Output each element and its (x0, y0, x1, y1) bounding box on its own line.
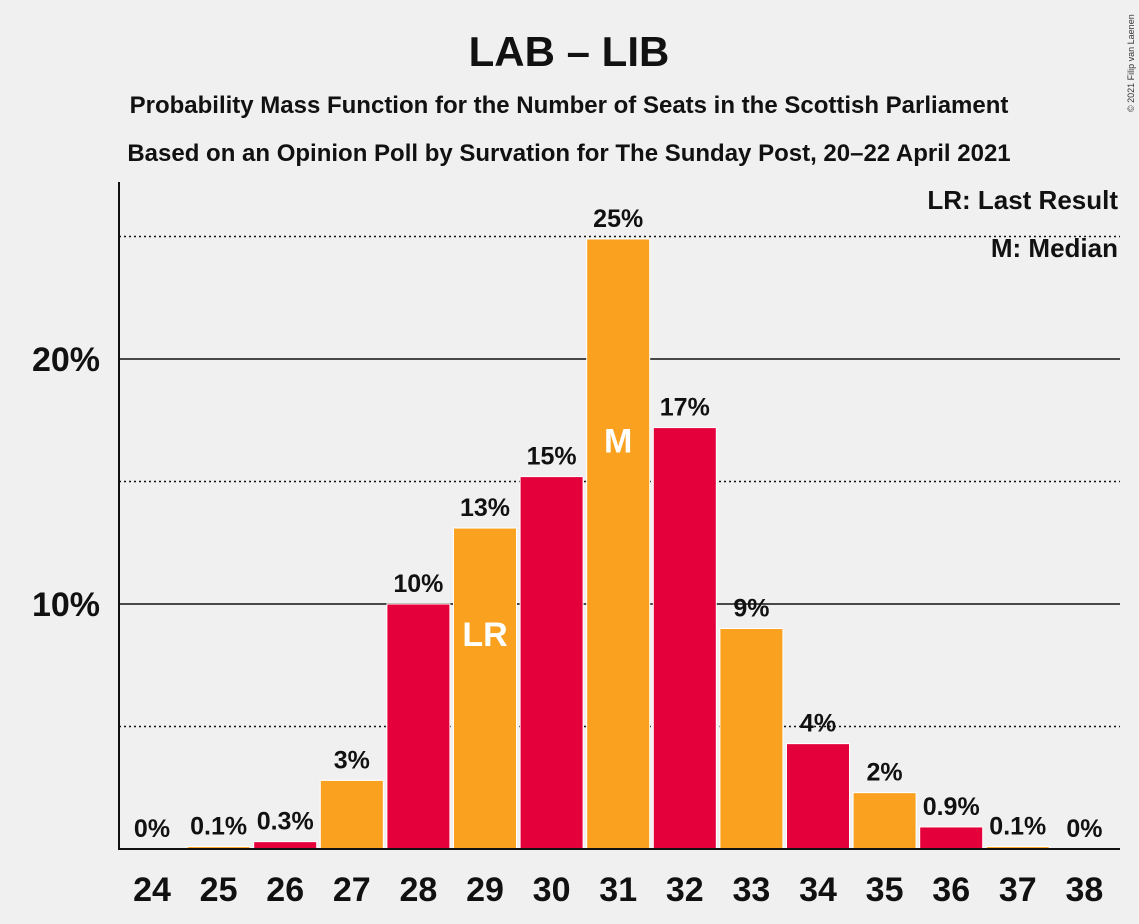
value-label-30: 15% (527, 443, 577, 471)
value-label-28: 10% (393, 570, 443, 598)
x-tick-33: 33 (732, 871, 770, 909)
x-tick-32: 32 (666, 871, 704, 909)
value-labels: 0% 0.1% 0.3% 3% 10% 13% LR 15% 25% M 17% 9% 4% 2% 0.9%… (134, 205, 1103, 843)
y-tick-label: 20% (32, 341, 100, 379)
value-label-31: 25% (593, 205, 643, 233)
bar-28 (386, 603, 451, 850)
bar-33 (719, 628, 784, 850)
bar-marker-m: M (604, 422, 632, 460)
copyright-note: © 2021 Filip van Laenen (1126, 14, 1136, 112)
bar-27 (319, 779, 384, 850)
value-label-34: 4% (800, 710, 836, 738)
bars (186, 238, 1050, 850)
bar-31 (586, 238, 651, 850)
bar-32 (652, 427, 717, 850)
chart-subtitle-1: Probability Mass Function for the Number… (130, 92, 1009, 119)
value-label-29: 13% (460, 494, 510, 522)
y-tick-label: 10% (32, 586, 100, 624)
y-tick-labels: 10% 20% (32, 341, 100, 624)
bar-marker-lr: LR (462, 616, 507, 654)
value-label-25: 0.1% (190, 813, 247, 841)
x-tick-34: 34 (799, 871, 837, 909)
value-label-35: 2% (867, 759, 903, 787)
x-tick-25: 25 (200, 871, 238, 909)
value-label-26: 0.3% (257, 808, 314, 836)
x-tick-38: 38 (1065, 871, 1103, 909)
legend-median: M: Median (991, 233, 1118, 263)
bar-34 (786, 743, 850, 850)
bar-36 (919, 826, 984, 850)
x-tick-29: 29 (466, 871, 504, 909)
x-tick-labels: 24 25 26 27 28 29 30 31 32 33 34 35 36 37 38 (133, 871, 1103, 909)
value-label-33: 9% (733, 595, 769, 623)
x-tick-31: 31 (599, 871, 637, 909)
x-tick-36: 36 (932, 871, 970, 909)
bar-26 (253, 841, 318, 850)
bar-29 (453, 527, 517, 850)
value-label-38: 0% (1066, 815, 1102, 843)
x-tick-35: 35 (866, 871, 904, 909)
legend-last-result: LR: Last Result (927, 185, 1118, 215)
x-tick-37: 37 (999, 871, 1037, 909)
value-label-32: 17% (660, 394, 710, 422)
value-label-24: 0% (134, 815, 170, 843)
bar-30 (519, 476, 584, 850)
value-label-37: 0.1% (989, 813, 1046, 841)
value-label-36: 0.9% (923, 793, 980, 821)
x-tick-24: 24 (133, 871, 171, 909)
x-tick-28: 28 (399, 871, 437, 909)
x-tick-30: 30 (533, 871, 571, 909)
bar-35 (852, 792, 917, 850)
x-tick-27: 27 (333, 871, 371, 909)
chart-subtitle-2: Based on an Opinion Poll by Survation fo… (127, 140, 1010, 167)
value-label-27: 3% (334, 746, 370, 774)
x-tick-26: 26 (266, 871, 304, 909)
chart-title: LAB – LIB (469, 28, 670, 75)
